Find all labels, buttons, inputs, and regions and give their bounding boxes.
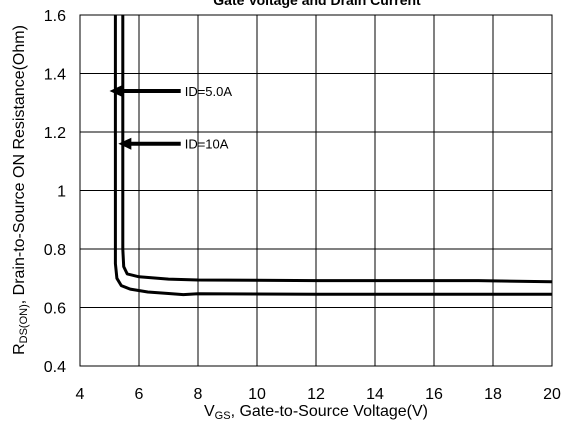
y-tick-label: 0.4 — [44, 359, 66, 376]
series-group — [113, 15, 553, 297]
y-tick-label: 1.4 — [44, 67, 66, 84]
x-tick-label: 16 — [425, 386, 443, 403]
x-tick-label: 20 — [543, 386, 561, 403]
y-axis-label-main: R — [11, 343, 28, 355]
plot-frame — [79, 14, 553, 367]
y-axis-label: RDS(ON), Drain-to-Source ON Resistance(O… — [11, 25, 30, 355]
x-axis-label-rest: , Gate-to-Source Voltage(V) — [231, 403, 428, 420]
grid-lines — [80, 15, 552, 366]
x-axis-label: VGS, Gate-to-Source Voltage(V) — [204, 403, 428, 422]
y-tick-label: 1.2 — [44, 125, 66, 142]
x-tick-label: 4 — [76, 386, 85, 403]
series-line-2 — [113, 15, 552, 297]
y-tick-labels: 0.4 0.6 0.8 1 1.2 1.4 1.6 — [44, 8, 66, 376]
annotation-arrow-head-1 — [109, 85, 123, 98]
y-tick-label: 1.6 — [44, 8, 66, 25]
annotation-arrow-head-2 — [118, 137, 132, 150]
annotation-label-1: ID=5.0A — [185, 84, 233, 99]
y-axis-label-sub: DS(ON) — [18, 304, 30, 343]
y-tick-label: 0.8 — [44, 242, 66, 259]
series-line-1 — [121, 15, 553, 284]
x-tick-label: 6 — [135, 386, 144, 403]
y-tick-label: 1 — [57, 184, 66, 201]
x-tick-label: 8 — [194, 386, 203, 403]
x-axis-label-main: V — [204, 403, 215, 420]
x-tick-label: 18 — [484, 386, 502, 403]
y-tick-label: 0.6 — [44, 301, 66, 318]
y-axis-label-rest: , Drain-to-Source ON Resistance(Ohm) — [11, 25, 28, 304]
x-tick-label: 12 — [307, 386, 325, 403]
x-tick-labels: 4 6 8 10 12 14 16 18 20 — [76, 386, 561, 403]
annotations-group: ID=5.0A ID=10A — [109, 84, 233, 152]
annotation-label-2: ID=10A — [185, 137, 229, 152]
x-tick-label: 14 — [366, 386, 384, 403]
x-tick-label: 10 — [248, 386, 266, 403]
chart-title: Gate Voltage and Drain Current — [213, 0, 421, 8]
x-axis-label-sub: GS — [215, 410, 231, 422]
